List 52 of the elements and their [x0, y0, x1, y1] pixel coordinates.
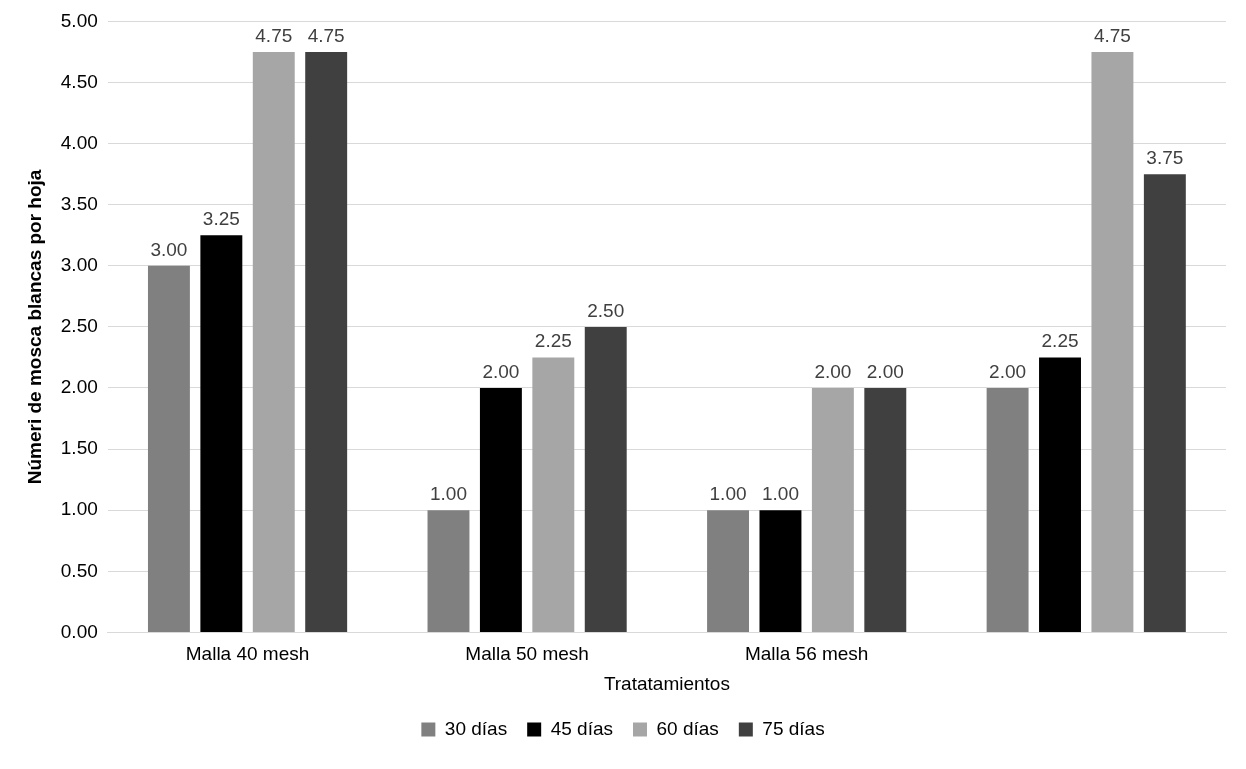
- x-tick-label: Malla 50 mesh: [465, 643, 589, 665]
- bar: [864, 388, 907, 632]
- bar: [707, 510, 750, 632]
- x-tick-label: Malla 40 mesh: [185, 643, 310, 665]
- legend-label: 60 días: [656, 717, 719, 739]
- y-tick-label: 0.00: [60, 620, 98, 642]
- x-axis-title: Tratatamientos: [603, 672, 730, 694]
- bar: [305, 51, 348, 632]
- data-label: 4.75: [255, 24, 293, 46]
- data-label: 1.00: [761, 482, 799, 504]
- bar: [1039, 357, 1081, 632]
- bar: [147, 265, 190, 632]
- y-tick-label: 1.00: [60, 498, 98, 520]
- y-tick-label: 4.50: [60, 70, 98, 92]
- data-label: 3.00: [150, 238, 188, 260]
- y-tick-label: 2.00: [60, 376, 98, 398]
- bar: [811, 388, 854, 632]
- y-tick-label: 4.00: [60, 131, 98, 153]
- data-label: 2.00: [989, 360, 1027, 382]
- bar: [584, 326, 627, 632]
- data-label: 3.25: [202, 207, 240, 229]
- bar: [759, 510, 802, 632]
- bar: [1143, 174, 1186, 632]
- data-label: 2.50: [587, 299, 625, 321]
- bar: [532, 357, 575, 632]
- legend-label: 75 días: [762, 717, 825, 739]
- bar: [1091, 51, 1134, 632]
- data-label: 2.00: [814, 360, 852, 382]
- x-tick-label: Malla 56 mesh: [744, 643, 869, 665]
- y-axis-title: Númeri de mosca blancas por hoja: [23, 169, 45, 485]
- legend-label: 30 días: [444, 717, 508, 739]
- bar: [200, 235, 243, 632]
- legend-label: 45 días: [550, 717, 613, 739]
- y-tick-label: 5.00: [60, 9, 98, 31]
- bar: [479, 388, 522, 632]
- data-label: 1.00: [709, 482, 747, 504]
- y-tick-label: 3.50: [60, 192, 98, 214]
- bar: [427, 510, 470, 632]
- data-label: 2.00: [482, 360, 520, 382]
- bar: [252, 51, 295, 632]
- data-label: 2.00: [866, 360, 904, 382]
- data-label: 3.75: [1146, 146, 1184, 168]
- data-label: 2.25: [1041, 330, 1079, 352]
- data-label: 1.00: [430, 482, 467, 504]
- y-tick-label: 3.00: [60, 254, 98, 276]
- data-label: 4.75: [307, 24, 345, 46]
- y-tick-label: 0.50: [60, 559, 98, 581]
- data-label: 4.75: [1093, 24, 1131, 46]
- y-tick-label: 1.50: [60, 437, 98, 459]
- data-label: 2.25: [534, 330, 572, 352]
- y-tick-label: 2.50: [60, 315, 98, 337]
- bar: [986, 388, 1029, 632]
